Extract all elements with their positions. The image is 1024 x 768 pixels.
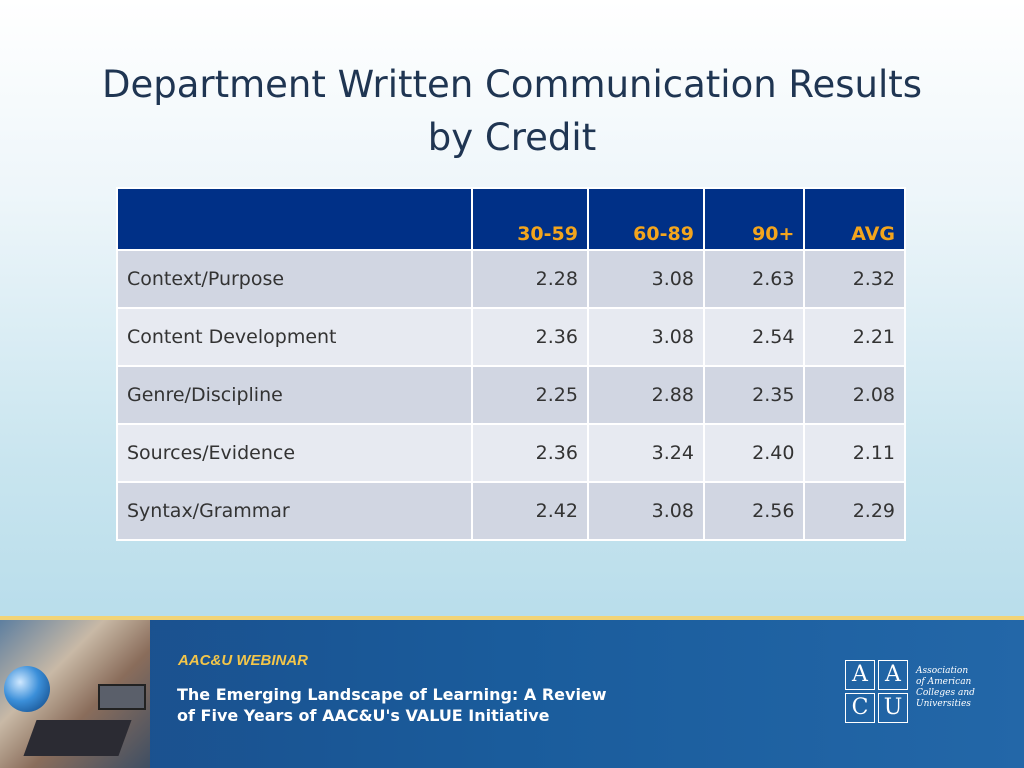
table-row: Genre/Discipline 2.25 2.88 2.35 2.08 (118, 367, 904, 423)
logo-letter: A (845, 660, 875, 690)
slide-title-line-2: by Credit (427, 116, 597, 159)
row-label: Content Development (118, 309, 471, 365)
cell-value: 2.08 (805, 367, 904, 423)
table-header-row: 30-59 60-89 90+ AVG (118, 189, 904, 249)
webinar-label: AAC&U WEBINAR (178, 652, 308, 669)
logo-letter: A (878, 660, 908, 690)
row-label: Sources/Evidence (118, 425, 471, 481)
organization-name-line: of American (916, 677, 972, 687)
tablet-icon (98, 684, 146, 710)
cell-value: 3.08 (588, 251, 703, 307)
cell-value: 3.08 (588, 309, 703, 365)
table-header-30-59: 30-59 (473, 189, 587, 249)
globe-icon (4, 666, 50, 712)
cell-value: 2.54 (704, 309, 804, 365)
cell-value: 2.36 (473, 309, 587, 365)
logo-letter: U (878, 693, 908, 723)
table-header-90-plus: 90+ (704, 189, 804, 249)
table-header-60-89: 60-89 (588, 189, 703, 249)
cell-value: 3.08 (588, 483, 703, 539)
row-label: Context/Purpose (118, 251, 471, 307)
webinar-subtitle: The Emerging Landscape of Learning: A Re… (177, 684, 607, 726)
aacu-logo: A A C U (845, 660, 909, 724)
cell-value: 2.21 (805, 309, 904, 365)
logo-letter: C (845, 693, 875, 723)
slide-title-line-1: Department Written Communication Results (101, 63, 923, 106)
cell-value: 2.42 (473, 483, 587, 539)
table-row: Syntax/Grammar 2.42 3.08 2.56 2.29 (118, 483, 904, 539)
organization-name-line: Colleges and (916, 688, 975, 698)
cell-value: 2.40 (704, 425, 804, 481)
cell-value: 2.32 (805, 251, 904, 307)
laptop-icon (23, 720, 132, 756)
footer-divider (0, 616, 1024, 620)
table-row: Content Development 2.36 3.08 2.54 2.21 (118, 309, 904, 365)
webinar-photo (0, 620, 150, 768)
organization-name-line: Association (916, 666, 969, 676)
cell-value: 2.28 (473, 251, 587, 307)
cell-value: 2.35 (704, 367, 804, 423)
row-label: Syntax/Grammar (118, 483, 471, 539)
organization-name-line: Universities (916, 699, 971, 709)
cell-value: 2.29 (805, 483, 904, 539)
row-label: Genre/Discipline (118, 367, 471, 423)
footer-banner: AAC&U WEBINAR The Emerging Landscape of … (0, 620, 1024, 768)
cell-value: 2.56 (704, 483, 804, 539)
slide-title: Department Written Communication Results… (0, 58, 1024, 164)
cell-value: 3.24 (588, 425, 703, 481)
cell-value: 2.88 (588, 367, 703, 423)
cell-value: 2.36 (473, 425, 587, 481)
webinar-subtitle-line-2: of Five Years of AAC&U's VALUE Initiativ… (177, 706, 550, 725)
cell-value: 2.25 (473, 367, 587, 423)
table-row: Sources/Evidence 2.36 3.24 2.40 2.11 (118, 425, 904, 481)
webinar-subtitle-line-1: The Emerging Landscape of Learning: A Re… (177, 685, 607, 704)
cell-value: 2.63 (704, 251, 804, 307)
results-table: 30-59 60-89 90+ AVG Context/Purpose 2.28… (116, 187, 906, 541)
organization-name: Association of American Colleges and Uni… (916, 666, 996, 710)
table-row: Context/Purpose 2.28 3.08 2.63 2.32 (118, 251, 904, 307)
cell-value: 2.11 (805, 425, 904, 481)
table-header-avg: AVG (805, 189, 904, 249)
table-header-blank (118, 189, 471, 249)
